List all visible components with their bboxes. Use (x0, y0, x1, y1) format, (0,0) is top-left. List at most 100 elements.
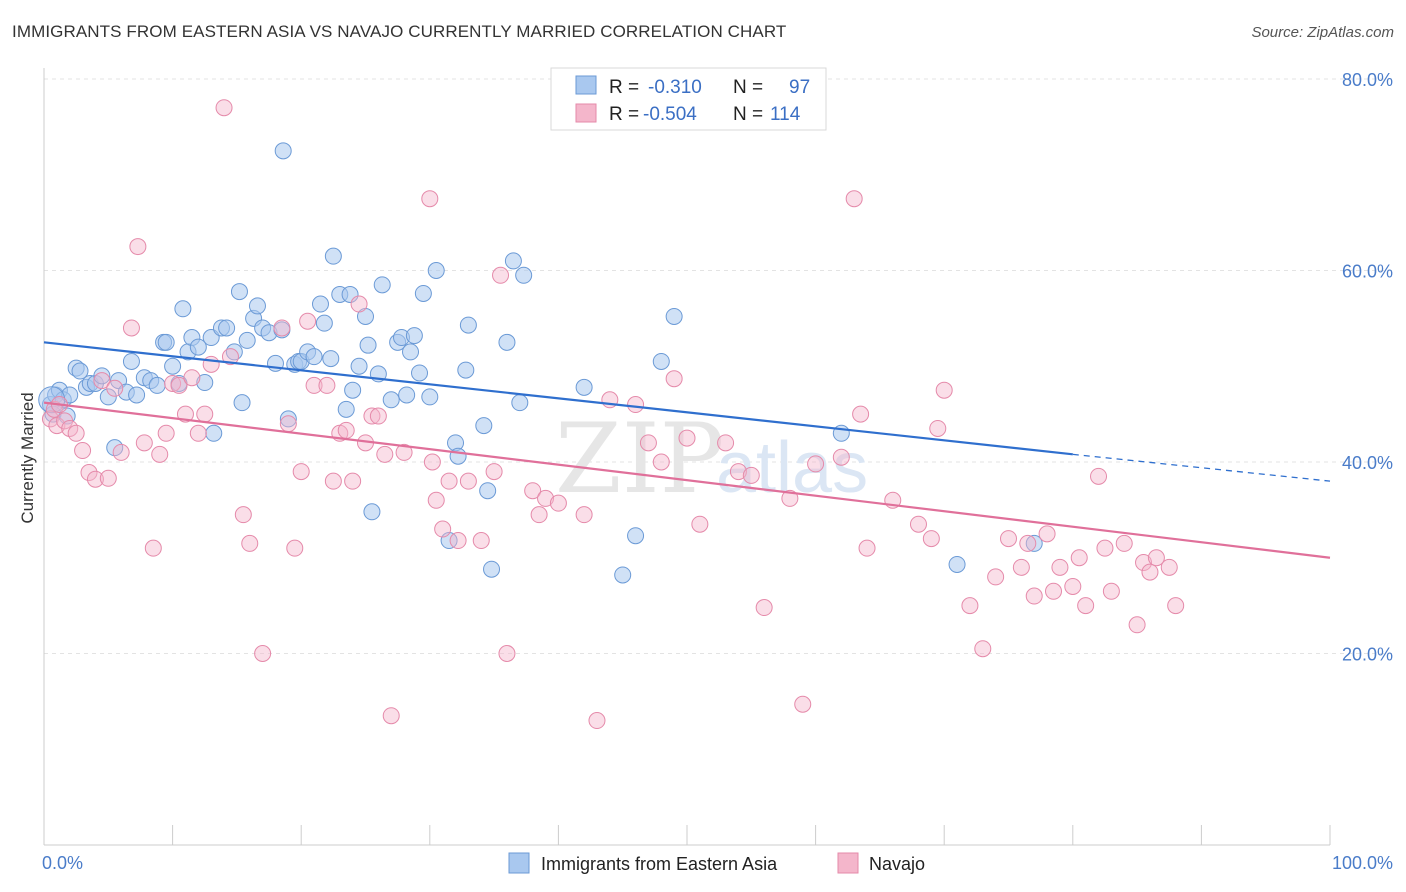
navajo-point-15 (129, 238, 147, 256)
navajo-point-34 (286, 539, 304, 557)
legend-n-value-2: 114 (770, 104, 801, 125)
eastern-asia-point-95 (1025, 534, 1043, 552)
navajo-point-106 (1115, 534, 1133, 552)
navajo-point-81 (832, 448, 850, 466)
legend-swatch-blue (575, 75, 597, 95)
eastern-asia-point-55 (324, 247, 342, 265)
trend-lines (43, 341, 1331, 559)
eastern-asia-point-87 (515, 266, 533, 284)
navajo-point-83 (852, 405, 870, 423)
eastern-asia-point-66 (382, 391, 400, 409)
navajo-point-57 (472, 532, 490, 550)
eastern-asia-point-70 (402, 343, 420, 361)
navajo-point-97 (1038, 525, 1056, 543)
navajo-point-48 (382, 707, 400, 725)
navajo-point-55 (449, 532, 467, 550)
eastern-asia-point-92 (665, 307, 683, 325)
navajo-point-39 (324, 472, 342, 490)
navajo-point-12 (106, 379, 124, 397)
navajo-point-98 (1045, 582, 1063, 600)
eastern-asia-point-40 (248, 297, 266, 315)
trend-line-eastern-asia (43, 341, 1073, 456)
navajo-point-107 (1128, 616, 1146, 634)
y-axis-label: Currently Married (18, 392, 37, 523)
navajo-point-100 (1064, 577, 1082, 595)
navajo-point-17 (144, 539, 162, 557)
navajo-point-110 (1147, 549, 1165, 567)
eastern-asia-point-23 (157, 333, 175, 351)
navajo-point-6 (67, 424, 85, 442)
legend-n-label-1: N = (733, 77, 763, 98)
navajo-point-13 (112, 443, 130, 461)
watermark-zip: ZIP (555, 403, 724, 515)
navajo-point-88 (929, 419, 947, 437)
navajo-point-36 (299, 312, 317, 330)
navajo-point-47 (376, 445, 394, 463)
navajo-point-92 (987, 568, 1005, 586)
navajo-point-16 (135, 434, 153, 452)
navajo-point-53 (434, 520, 452, 538)
eastern-asia-point-78 (449, 447, 467, 465)
eastern-asia-point-18 (128, 386, 146, 404)
navajo-point-41 (337, 421, 355, 439)
navajo-point-99 (1051, 558, 1069, 576)
navajo-point-66 (588, 712, 606, 730)
eastern-asia-point-91 (652, 352, 670, 370)
trend-line-navajo (43, 401, 1331, 559)
navajo-point-89 (935, 381, 953, 399)
eastern-asia-point-83 (483, 560, 501, 578)
navajo-point-25 (196, 405, 214, 423)
eastern-asia-point-75 (427, 262, 445, 279)
legend-box (550, 67, 827, 131)
navajo-point-105 (1102, 582, 1120, 600)
bottom-legend-swatch-pink (837, 852, 859, 874)
navajo-point-72 (678, 429, 696, 447)
chart-title: IMMIGRANTS FROM EASTERN ASIA VS NAVAJO C… (12, 22, 787, 41)
navajo-point-9 (86, 470, 104, 488)
navajo-point-62 (530, 506, 548, 524)
navajo-point-50 (421, 190, 439, 208)
navajo-point-79 (794, 695, 812, 713)
eastern-asia-point-21 (148, 376, 166, 394)
eastern-asia-point-30 (196, 374, 214, 392)
navajo-point-35 (292, 463, 310, 481)
eastern-asia-point-34 (218, 319, 236, 337)
eastern-asia-point-90 (627, 527, 645, 545)
legend-r-value-1: -0.310 (648, 77, 702, 98)
eastern-asia-point-46 (279, 410, 297, 428)
eastern-asia-point-large (38, 386, 66, 414)
navajo-point-63 (537, 489, 555, 507)
y-tick-label-3: 80.0% (1342, 70, 1393, 90)
navajo-point-30 (241, 534, 259, 552)
navajo-point-103 (1090, 467, 1108, 485)
navajo-point-52 (427, 491, 445, 509)
navajo-point-95 (1019, 534, 1037, 552)
navajo-point-56 (459, 472, 477, 490)
navajo-point-27 (215, 99, 233, 117)
navajo-point-112 (1167, 597, 1185, 615)
x-tick-label-1: 100.0% (1332, 853, 1393, 873)
y-tick-label-0: 20.0% (1342, 645, 1393, 665)
tick-labels: 20.0% 40.0% 60.0% 80.0% 0.0% 100.0% (42, 70, 1393, 873)
eastern-asia-point-38 (238, 331, 256, 349)
eastern-asia-point-26 (174, 300, 192, 318)
navajo-point-61 (524, 482, 542, 500)
navajo-point-64 (549, 494, 567, 512)
navajo-point-96 (1025, 587, 1043, 605)
bottom-legend-label-blue: Immigrants from Eastern Asia (541, 854, 778, 874)
eastern-asia-point-32 (205, 424, 223, 442)
navajo-point-54 (440, 472, 458, 490)
eastern-asia-point-65 (373, 276, 391, 294)
eastern-asia-point-36 (230, 283, 248, 301)
navajo-point-73 (691, 515, 709, 533)
navajo-point-65 (575, 506, 593, 524)
navajo-point-51 (423, 453, 441, 471)
eastern-asia-point-57 (337, 400, 355, 418)
navajo-point-45 (363, 407, 381, 425)
trend-line-eastern-asia-extension (1072, 453, 1331, 482)
eastern-asia-point-53 (315, 314, 333, 332)
navajo-point-19 (157, 424, 175, 442)
navajo-point-38 (318, 376, 336, 394)
eastern-asia-point-62 (359, 336, 377, 354)
